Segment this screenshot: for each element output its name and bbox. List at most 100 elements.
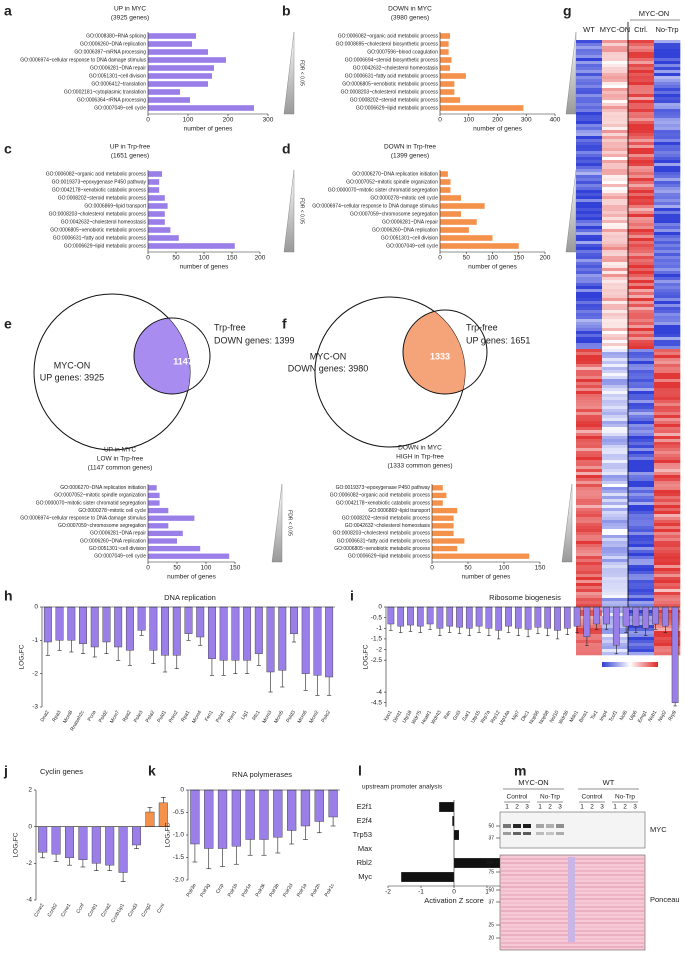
bar — [505, 606, 512, 627]
heatmap-cell — [576, 382, 603, 386]
heatmap-cell — [654, 283, 681, 287]
heatmap-cell — [628, 412, 655, 416]
heatmap-cell — [576, 322, 603, 326]
bar — [148, 105, 254, 111]
heatmap-cell — [602, 274, 629, 278]
heatmap-cell — [602, 76, 629, 80]
heatmap-cell — [628, 451, 655, 455]
bar — [452, 816, 454, 826]
heatmap-cell — [602, 52, 629, 56]
category-label: GO:0042178~xenobiotic catabolic process — [336, 500, 431, 506]
y-tick-label: -4.5 — [371, 699, 383, 706]
heatmap-cell — [576, 292, 603, 296]
heatmap-cell — [602, 385, 629, 389]
heatmap-cell — [628, 640, 655, 644]
category-label: GO:0006974~cellular response to DNA dama… — [20, 516, 146, 522]
heatmap-cell — [602, 469, 629, 473]
y-axis-label: LOG₂FC — [19, 644, 26, 669]
category-label: GO:0006082~organic acid metabolic proces… — [46, 171, 147, 177]
heatmap-cell — [654, 58, 681, 62]
heatmap-cell — [576, 340, 603, 344]
category-label: GO:0042632~cholesterol homeostasis — [61, 219, 147, 225]
heatmap-cell — [628, 178, 655, 182]
heatmap-cell — [576, 313, 603, 317]
heatmap-cell — [628, 358, 655, 362]
category-label: Pold1 — [156, 709, 168, 723]
x-axis-label: number of genes — [473, 126, 523, 133]
heatmap-cell — [576, 448, 603, 452]
heatmap-cell — [654, 430, 681, 434]
heatmap-cell — [628, 271, 655, 275]
heatmap-cell — [602, 475, 629, 479]
category-label: GO:0002181~cytoplasmic translation — [64, 89, 146, 95]
x-tick-label: 100 — [487, 255, 498, 262]
bar — [432, 530, 454, 537]
y-tick-label: -1 — [376, 625, 382, 632]
heatmap-cell — [628, 583, 655, 587]
heatmap-cell — [602, 376, 629, 380]
heatmap-cell — [576, 139, 603, 143]
heatmap-cell — [628, 253, 655, 257]
bar — [314, 789, 324, 822]
heatmap-cell — [576, 400, 603, 404]
category-label: Polr1a — [296, 882, 309, 898]
heatmap-cell — [628, 187, 655, 191]
bar — [440, 57, 452, 63]
lane-label: 1 — [538, 804, 542, 811]
bar — [148, 89, 180, 95]
heatmap-cell — [628, 265, 655, 269]
heatmap-cell — [654, 427, 681, 431]
heatmap-cell — [602, 451, 629, 455]
heatmap-cell — [628, 370, 655, 374]
heatmap-cell — [576, 310, 603, 314]
heatmap-cell — [576, 520, 603, 524]
heatmap-cell — [576, 517, 603, 521]
y-tick-label: -1.5 — [371, 636, 383, 643]
heatmap-cell — [628, 82, 655, 86]
heatmap-cell — [576, 289, 603, 293]
heatmap-cell — [576, 454, 603, 458]
heatmap-cell — [654, 565, 681, 569]
column-label: MYC-ON — [600, 25, 630, 34]
heatmap-cell — [654, 76, 681, 80]
x-tick-label: 50 — [463, 255, 471, 262]
heatmap-cell — [576, 514, 603, 518]
heatmap-cell — [654, 400, 681, 404]
heatmap-cell — [628, 43, 655, 47]
heatmap-cell — [602, 262, 629, 266]
heatmap-cell — [628, 88, 655, 92]
category-label: Ccnb2 — [47, 902, 60, 918]
heatmap-cell — [628, 364, 655, 368]
heatmap-cell — [628, 577, 655, 581]
heatmap-cell — [576, 241, 603, 245]
category-label: Pola2 — [145, 709, 157, 723]
category-label: GO:0051301~cell division — [89, 73, 146, 79]
category-label: Polr1c — [324, 882, 337, 898]
heatmap-cell — [602, 88, 629, 92]
heatmap-cell — [628, 280, 655, 284]
x-axis-label: number of genes — [180, 264, 230, 271]
heatmap-cell — [628, 427, 655, 431]
category-label: GO:0007049~cell cycle — [94, 554, 146, 560]
set-name: Trp-free — [214, 322, 246, 332]
heatmap-cell — [654, 493, 681, 497]
heatmap-cell — [654, 226, 681, 230]
group-label: MYC-ON — [518, 778, 548, 787]
category-label: GO:0006631~fatty acid metabolic process — [345, 73, 439, 79]
heatmap-cell — [628, 556, 655, 560]
mw-label: 100 — [486, 859, 495, 865]
heatmap-cell — [628, 601, 655, 605]
heatmap-cell — [602, 559, 629, 563]
heatmap-cell — [654, 130, 681, 134]
x-axis-label: Activation Z score — [424, 896, 484, 905]
y-tick-label: -1.0 — [173, 832, 185, 839]
y-tick-label: 0 — [378, 604, 382, 611]
category-label: Imp4 — [599, 709, 610, 722]
myc-band — [536, 824, 544, 828]
heatmap-cell — [602, 388, 629, 392]
heatmap-cell — [654, 148, 681, 152]
heatmap-cell — [654, 532, 681, 536]
x-tick-label: -2 — [385, 889, 391, 896]
